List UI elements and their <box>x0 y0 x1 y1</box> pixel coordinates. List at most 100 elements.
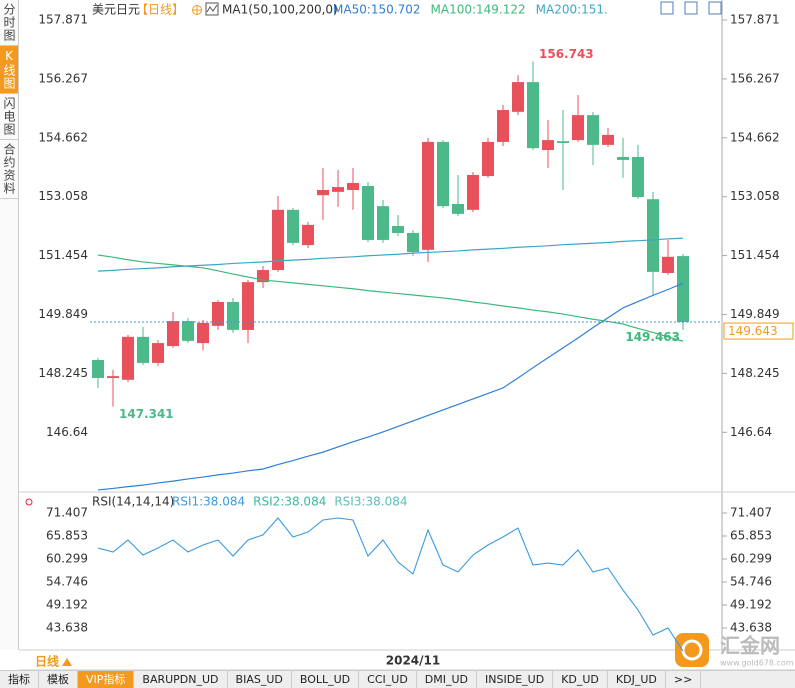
y-tick-label: 157.871 <box>730 13 780 27</box>
watermark-name: 汇金网 <box>720 634 780 658</box>
candle-body <box>137 336 149 363</box>
chart: 汇金网 www.gold678.com 日线 157.871 157.871 156… <box>19 0 795 670</box>
last-price-box <box>723 322 794 340</box>
y-tick-label: 49.192 <box>46 598 88 612</box>
side-tabs: 分时图 K线图 闪电图 合约资料 <box>0 0 19 650</box>
bottom-tab[interactable]: CCI_UD <box>359 671 417 688</box>
last-price-label: 149.643 <box>728 324 778 338</box>
legend-entry[interactable]: RSI3:38.084 <box>334 495 407 509</box>
rsi-icon[interactable] <box>25 498 33 506</box>
legend-entry[interactable]: RSI1:38.084 <box>172 495 245 509</box>
candle-body <box>557 141 569 144</box>
x-tick-label: 2024/11 <box>386 654 440 668</box>
legend-entry[interactable]: MA200:151. <box>536 3 608 17</box>
side-tab[interactable]: 分时图 <box>0 0 18 46</box>
y-tick-label: 148.245 <box>38 366 88 380</box>
y-tick-label: 157.871 <box>38 13 88 27</box>
background <box>19 0 795 670</box>
tool-icon[interactable] <box>684 1 698 15</box>
candle-body <box>287 209 299 243</box>
candle-body <box>602 134 614 145</box>
period-arrow[interactable] <box>62 658 72 666</box>
candle-body <box>377 206 389 240</box>
y-tick-label: 156.267 <box>38 71 88 85</box>
y-tick-label: 43.638 <box>46 621 88 635</box>
y-tick-label: 65.853 <box>730 529 772 543</box>
low-label: 147.341 <box>119 407 174 421</box>
y-tick-label: 149.849 <box>38 307 88 321</box>
bottom-tab[interactable]: BARUPDN_UD <box>134 671 228 688</box>
candle-body <box>497 109 509 142</box>
candle-body <box>617 156 629 160</box>
side-tab[interactable]: K线图 <box>0 46 18 94</box>
y-tick-label: 151.454 <box>730 248 780 262</box>
y-tick-label: 154.662 <box>38 130 88 144</box>
bottom-tab[interactable]: >> <box>666 671 702 688</box>
candle-body <box>227 301 239 330</box>
bottom-tab[interactable]: 指标 <box>0 671 39 688</box>
bottom-tab[interactable]: VIP指标 <box>78 671 135 688</box>
high-label: 156.743 <box>539 47 594 61</box>
watermark-logo <box>675 633 709 667</box>
candle-body <box>272 209 284 271</box>
candle-body <box>392 225 404 233</box>
bottom-tab[interactable]: BOLL_UD <box>292 671 360 688</box>
bottom-tabs: 指标 模板 VIP指标 BARUPDN_UD BIAS_UD BOLL_UD CCI_UD D… <box>0 670 795 688</box>
y-tick-label: 65.853 <box>46 529 88 543</box>
y-tick-label: 71.407 <box>730 506 772 520</box>
candle-body <box>527 82 539 149</box>
candle-body <box>167 321 179 347</box>
legend-entry[interactable]: MA50:150.702 <box>333 3 421 17</box>
bottom-tab[interactable]: BIAS_UD <box>228 671 292 688</box>
y-tick-label: 60.299 <box>730 552 772 566</box>
tool-icon[interactable] <box>660 1 674 15</box>
rsi-line <box>97 517 684 652</box>
candle-body <box>212 301 224 326</box>
y-tick-label: 60.299 <box>46 552 88 566</box>
candle-body <box>677 256 689 323</box>
y-tick-label: 146.64 <box>46 425 88 439</box>
candle-body <box>422 141 434 250</box>
candle-body <box>452 203 464 214</box>
bottom-tab[interactable]: INSIDE_UD <box>477 671 554 688</box>
indicator-icon[interactable] <box>205 2 219 16</box>
y-tick-label: 151.454 <box>38 248 88 262</box>
candle-body <box>302 224 314 246</box>
watermark-url: www.gold678.com <box>720 659 794 668</box>
period-button[interactable]: 日线 <box>35 654 59 669</box>
candle-body <box>152 343 164 363</box>
candle-body <box>647 199 659 272</box>
side-tab[interactable]: 合约资料 <box>0 140 18 199</box>
chart-title: 美元日元 <box>92 3 140 17</box>
candle-body <box>362 185 374 240</box>
y-tick-label: 146.64 <box>730 425 772 439</box>
y-tick-label: 153.058 <box>38 189 88 203</box>
ma-line <box>97 282 684 491</box>
candle-body <box>122 336 134 380</box>
candle-body <box>242 282 254 330</box>
candle-body <box>467 174 479 210</box>
legend-entry[interactable]: MA100:149.122 <box>431 3 526 17</box>
side-tab[interactable]: 闪电图 <box>0 94 18 140</box>
candle-body <box>347 183 359 191</box>
bottom-tab[interactable]: 模板 <box>39 671 78 688</box>
candle-body <box>512 82 524 112</box>
y-tick-label: 71.407 <box>46 506 88 520</box>
bottom-tab[interactable]: KD_UD <box>553 671 608 688</box>
watermark-logo <box>681 639 703 661</box>
legend-entry[interactable]: RSI2:38.084 <box>253 495 326 509</box>
candle-body <box>572 115 584 141</box>
tool-icon[interactable] <box>708 1 722 15</box>
candle-body <box>587 115 599 145</box>
candle-body <box>92 359 104 378</box>
bottom-tab[interactable]: KDJ_UD <box>608 671 666 688</box>
bottom-tab[interactable]: DMI_UD <box>417 671 478 688</box>
y-tick-label: 148.245 <box>730 366 780 380</box>
candle-body <box>332 187 344 192</box>
candle-body <box>542 140 554 151</box>
candle-body <box>437 141 449 207</box>
period-label: 【日线】 <box>136 3 184 17</box>
indicator-label: MA1(50,100,200,0) <box>222 3 338 17</box>
candle-body <box>662 256 674 273</box>
